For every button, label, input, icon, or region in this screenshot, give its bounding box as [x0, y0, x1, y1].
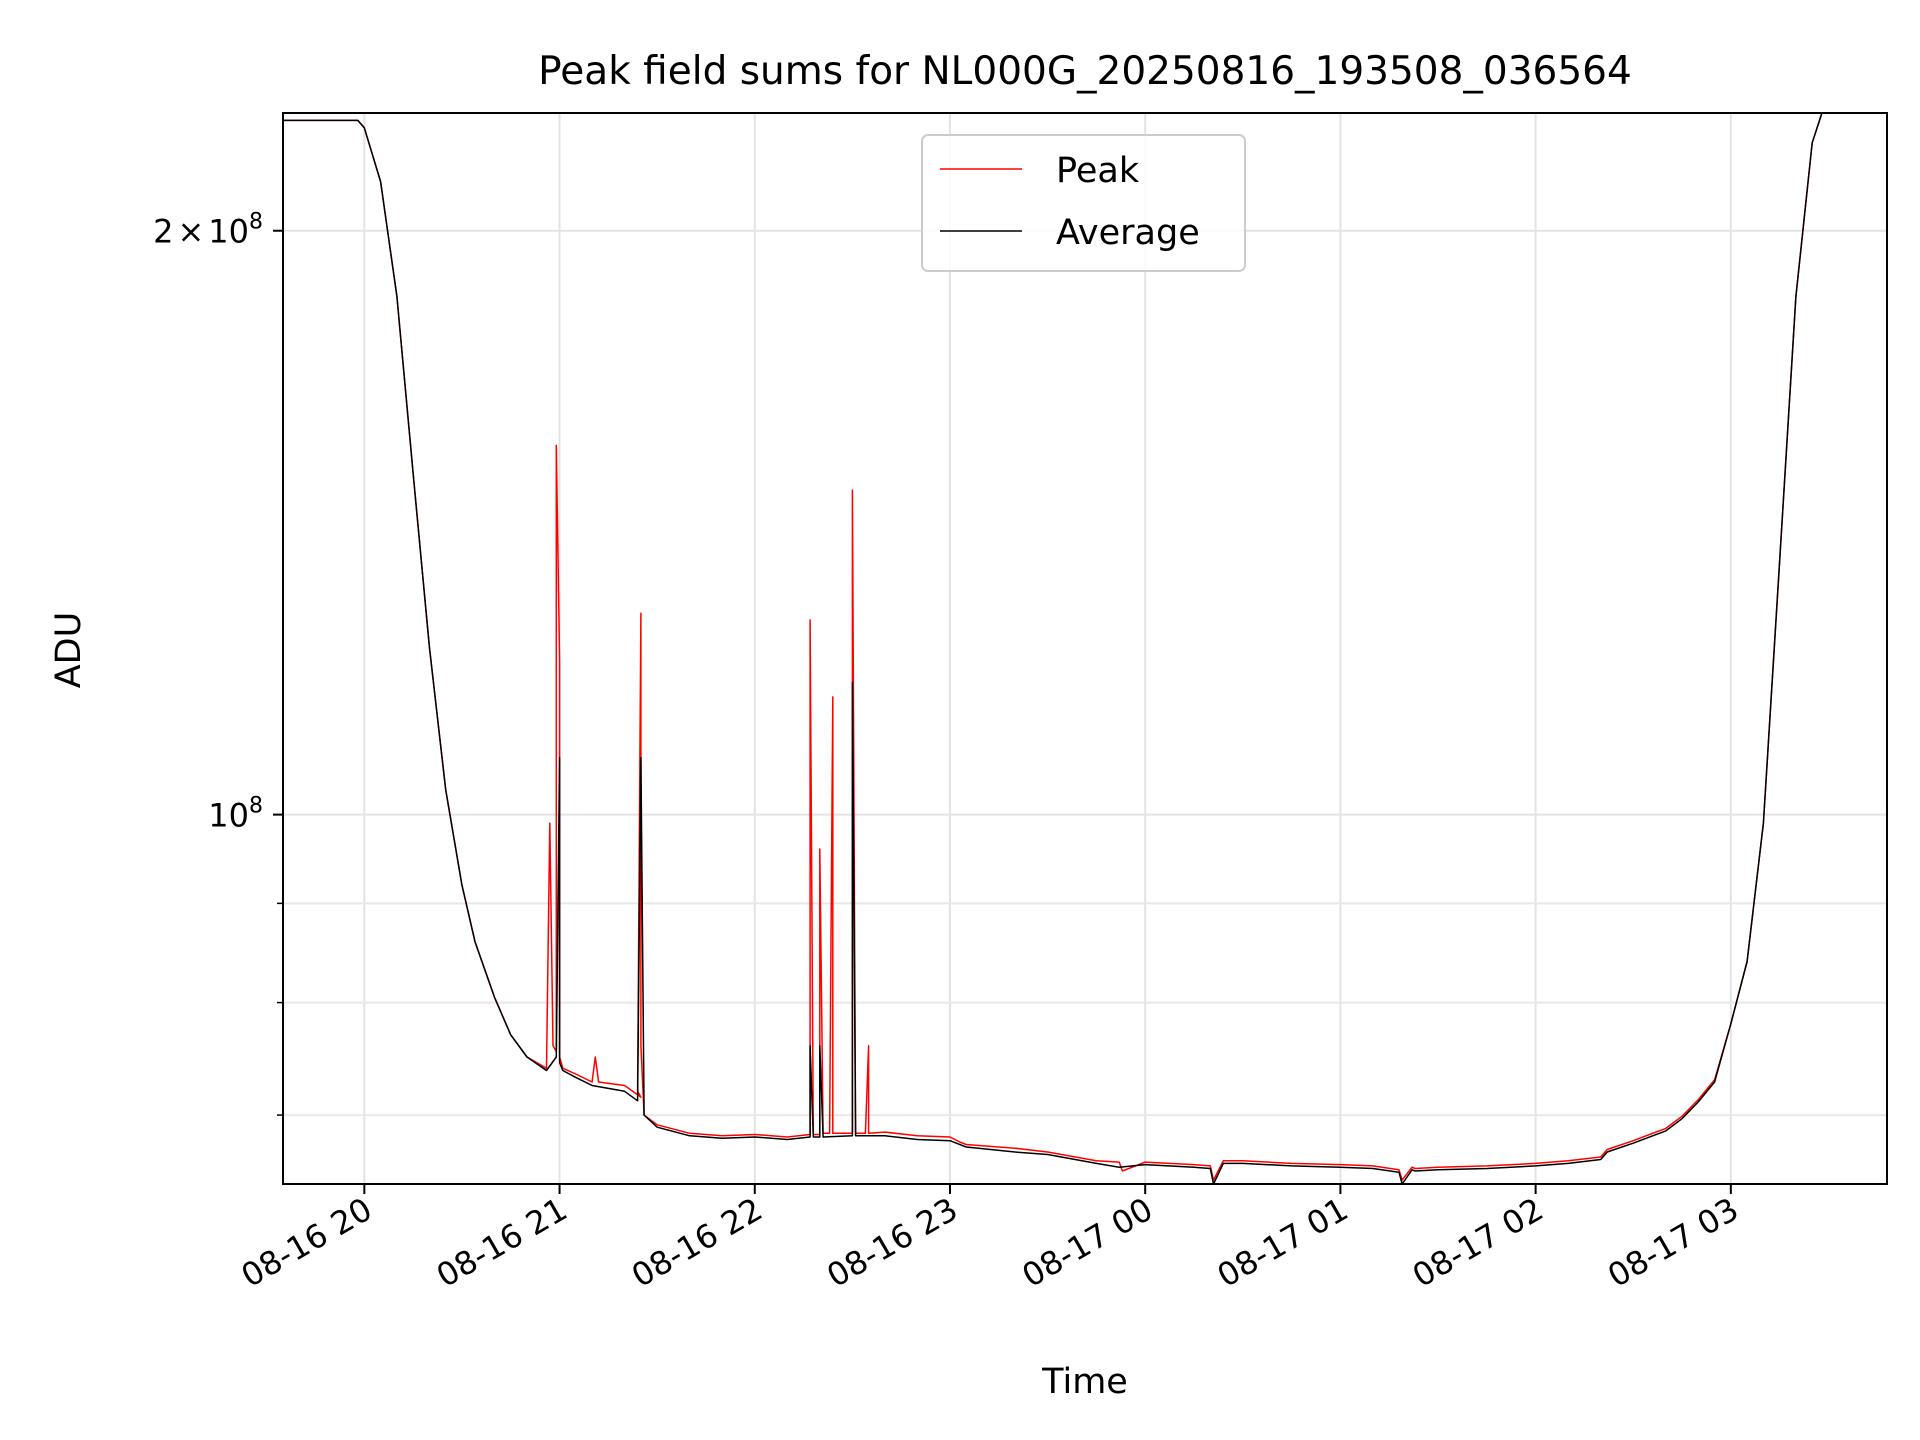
y-tick-label: 108 [208, 794, 263, 835]
legend: Peak Average [921, 134, 1246, 272]
y-axis-ticks: 2 × 108 108 [153, 210, 283, 1116]
series-line-peak [283, 112, 1887, 1181]
y-tick-label: 2 × 108 [153, 210, 263, 251]
data-series [283, 112, 1887, 1185]
y-axis-label: ADU [49, 612, 89, 689]
series-line-average [283, 112, 1887, 1185]
plot-background [283, 113, 1887, 1184]
legend-label-average: Average [1056, 213, 1200, 253]
plot-frame [282, 112, 1888, 1185]
legend-label-peak: Peak [1056, 151, 1140, 191]
plot-area [282, 112, 1888, 1185]
x-axis-label: Time [1041, 1362, 1128, 1402]
chart-title: Peak field sums for NL000G_20250816_1935… [538, 49, 1632, 94]
